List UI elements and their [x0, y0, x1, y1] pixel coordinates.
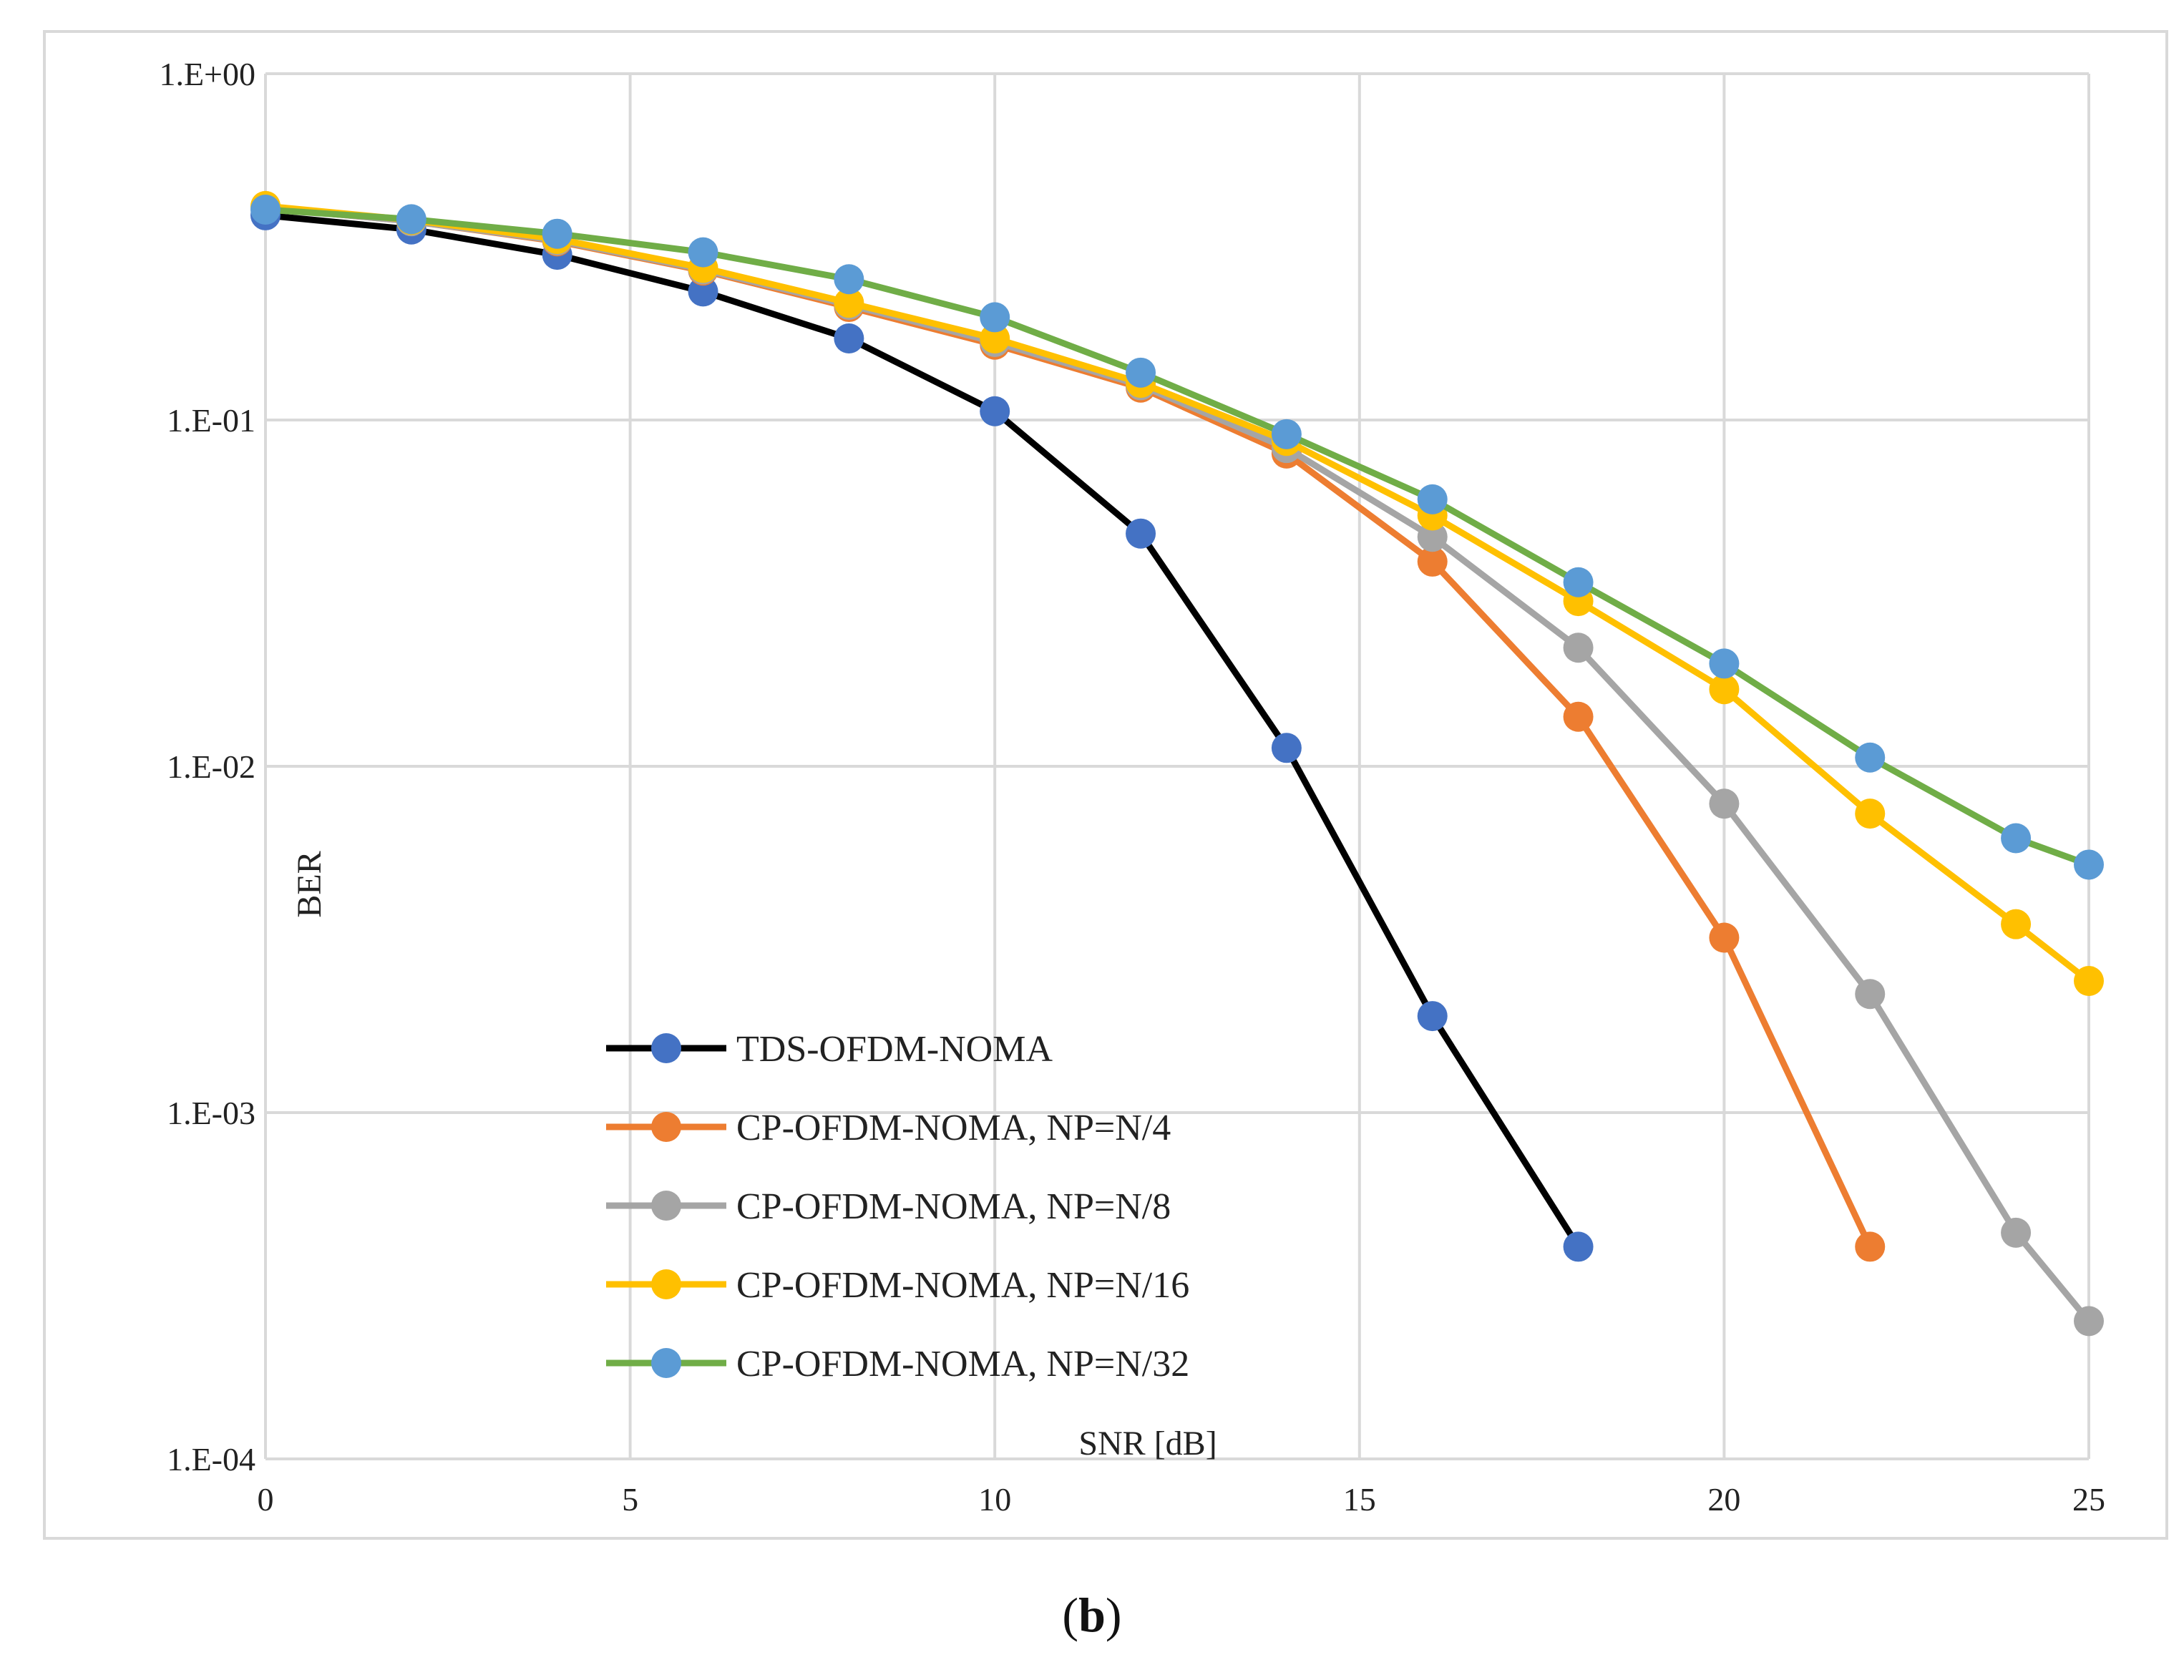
series-line — [262, 212, 1582, 1250]
data-point — [834, 288, 864, 318]
legend-marker — [651, 1191, 681, 1221]
data-point — [1855, 979, 1886, 1010]
grid — [264, 72, 2090, 1460]
legend-marker — [651, 1112, 681, 1142]
x-tick-label: 25 — [2072, 1481, 2105, 1518]
legend-label: CP-OFDM-NOMA, NP=N/8 — [736, 1186, 1171, 1227]
caption-open-paren: ( — [1062, 1588, 1079, 1642]
series-2 — [250, 192, 1886, 1262]
data-point — [1126, 357, 1156, 388]
series-layer — [250, 190, 2104, 1337]
data-point — [1271, 419, 1302, 449]
data-point — [1417, 1001, 1448, 1032]
data-point — [1563, 633, 1594, 663]
data-point — [1417, 484, 1448, 514]
data-point — [1271, 733, 1302, 763]
data-point — [1709, 788, 1740, 819]
y-axis-label: BER — [291, 851, 328, 917]
legend-item: CP-OFDM-NOMA, NP=N/4 — [606, 1108, 1171, 1148]
chart-frame: 1.E+00 1.E-01 1.E-02 1.E-03 1.E-04 0 5 10 15 20 2… — [43, 30, 2168, 1540]
data-point — [2001, 823, 2032, 854]
data-point — [688, 276, 718, 307]
data-point — [2074, 965, 2104, 996]
y-axis-ticks: 1.E+00 1.E-01 1.E-02 1.E-03 1.E-04 — [159, 56, 255, 1478]
legend-label: CP-OFDM-NOMA, NP=N/16 — [736, 1265, 1189, 1306]
legend-item: CP-OFDM-NOMA, NP=N/16 — [606, 1265, 1189, 1306]
series-line — [262, 202, 2092, 985]
data-point — [542, 218, 572, 249]
legend-marker — [651, 1269, 681, 1299]
data-point — [1563, 701, 1594, 732]
data-point — [1855, 1231, 1886, 1262]
x-tick-label: 10 — [978, 1481, 1011, 1518]
legend-marker — [651, 1348, 681, 1378]
legend-label: CP-OFDM-NOMA, NP=N/32 — [736, 1344, 1189, 1384]
series-4 — [250, 190, 2104, 996]
legend-marker — [651, 1033, 681, 1063]
data-point — [1417, 546, 1448, 577]
data-point — [1709, 674, 1740, 705]
data-point — [980, 396, 1010, 426]
x-tick-label: 0 — [258, 1481, 274, 1518]
data-point — [1563, 1231, 1594, 1262]
y-tick-label: 1.E+00 — [159, 56, 255, 92]
data-point — [1563, 567, 1594, 597]
x-tick-label: 5 — [622, 1481, 638, 1518]
data-point — [2074, 849, 2104, 880]
data-point — [980, 323, 1010, 354]
caption-close-paren: ) — [1105, 1588, 1122, 1642]
data-point — [250, 194, 281, 225]
legend-label: TDS-OFDM-NOMA — [736, 1029, 1053, 1070]
legend-label: CP-OFDM-NOMA, NP=N/4 — [736, 1108, 1171, 1148]
data-point — [2074, 1306, 2104, 1337]
legend-item: CP-OFDM-NOMA, NP=N/8 — [606, 1186, 1171, 1227]
data-point — [1855, 742, 1886, 773]
data-point — [980, 302, 1010, 333]
data-point — [1709, 648, 1740, 679]
x-tick-label: 15 — [1343, 1481, 1376, 1518]
legend-item: TDS-OFDM-NOMA — [606, 1029, 1053, 1070]
data-point — [2001, 909, 2032, 939]
data-point — [396, 204, 426, 235]
caption-letter: b — [1078, 1588, 1106, 1642]
x-axis-label: SNR [dB] — [1078, 1425, 1217, 1462]
ber-chart: 1.E+00 1.E-01 1.E-02 1.E-03 1.E-04 0 5 10 15 20 2… — [159, 56, 2106, 1518]
y-tick-label: 1.E-03 — [167, 1095, 255, 1131]
data-point — [688, 237, 718, 268]
data-point — [1709, 922, 1740, 953]
data-point — [1855, 799, 1886, 829]
x-tick-label: 20 — [1707, 1481, 1740, 1518]
data-point — [834, 323, 864, 354]
figure-caption: (b) — [0, 1587, 2184, 1644]
y-tick-label: 1.E-04 — [167, 1441, 255, 1478]
series-line — [262, 206, 2092, 868]
series-5 — [250, 194, 2104, 880]
data-point — [1417, 522, 1448, 552]
series-1 — [250, 200, 1594, 1262]
y-tick-label: 1.E-02 — [167, 748, 255, 785]
legend: TDS-OFDM-NOMA CP-OFDM-NOMA, NP=N/4 CP-OFDM… — [606, 1029, 1189, 1384]
series-3 — [250, 192, 2104, 1337]
legend-item: CP-OFDM-NOMA, NP=N/32 — [606, 1344, 1189, 1384]
data-point — [1126, 518, 1156, 549]
data-point — [834, 264, 864, 295]
x-axis-ticks: 0 5 10 15 20 25 — [258, 1481, 2106, 1518]
data-point — [2001, 1217, 2032, 1248]
y-tick-label: 1.E-01 — [167, 402, 255, 439]
